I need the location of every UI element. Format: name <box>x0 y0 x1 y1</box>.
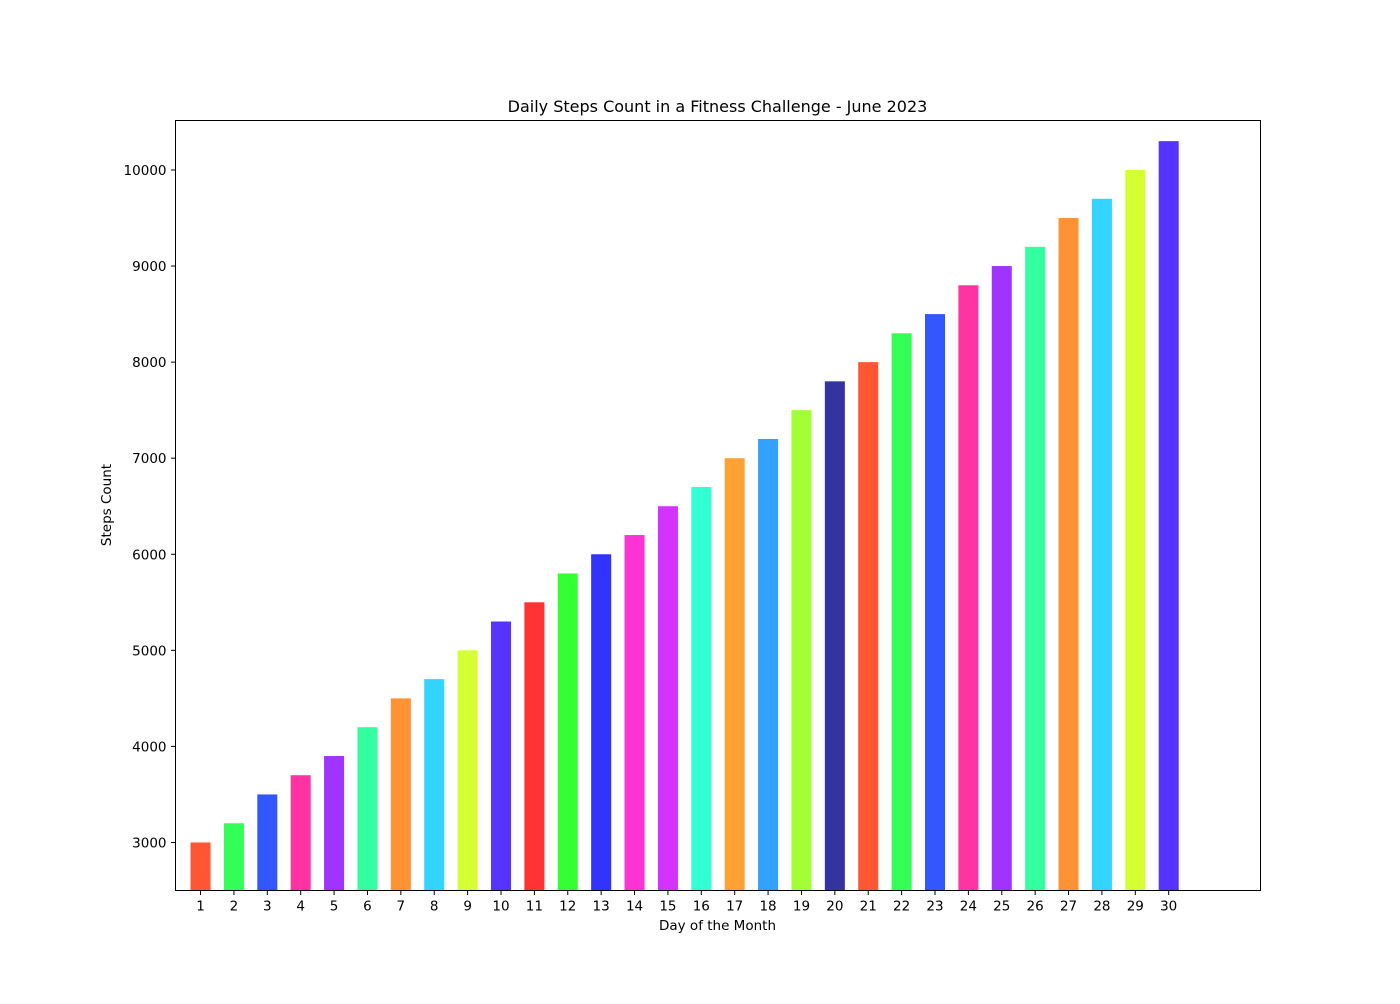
x-tick-label: 4 <box>296 899 305 915</box>
x-tick-label: 16 <box>693 899 710 915</box>
y-axis-label: Steps Count <box>99 464 115 546</box>
x-tick-label: 11 <box>526 899 543 915</box>
y-tick-label: 3000 <box>132 835 166 851</box>
bar-day-22 <box>891 333 912 891</box>
y-axis-ticks: 3000 4000 5000 6000 7000 8000 9000 10000 <box>124 163 176 851</box>
x-tick-label: 18 <box>759 899 776 915</box>
bar-day-20 <box>824 381 845 891</box>
plot-area-frame <box>175 120 1261 891</box>
bar-day-30 <box>1158 141 1179 891</box>
x-tick-label: 3 <box>263 899 272 915</box>
x-tick-label: 24 <box>960 899 977 915</box>
x-tick-label: 23 <box>926 899 943 915</box>
bar-day-13 <box>591 554 612 891</box>
x-tick-label: 15 <box>659 899 676 915</box>
x-tick-label: 22 <box>893 899 910 915</box>
bar-day-4 <box>290 775 311 891</box>
bar-day-2 <box>223 823 244 891</box>
y-tick-label: 8000 <box>132 355 166 371</box>
y-tick-label: 5000 <box>132 643 166 659</box>
x-tick-label: 7 <box>397 899 406 915</box>
x-tick-label: 25 <box>993 899 1010 915</box>
bar-day-17 <box>724 458 745 891</box>
bar-day-1 <box>190 842 211 891</box>
bar-day-28 <box>1091 198 1112 891</box>
x-axis-label: Day of the Month <box>659 918 776 934</box>
x-tick-label: 1 <box>196 899 205 915</box>
x-tick-label: 2 <box>230 899 239 915</box>
bar-day-12 <box>557 573 578 891</box>
x-tick-label: 21 <box>860 899 877 915</box>
bar-day-6 <box>357 727 378 891</box>
y-tick-label: 7000 <box>132 451 166 467</box>
bar-day-8 <box>424 679 445 891</box>
x-tick-label: 10 <box>492 899 509 915</box>
x-tick-label: 26 <box>1027 899 1044 915</box>
bar-day-16 <box>691 487 712 891</box>
bar-day-21 <box>858 362 879 891</box>
x-axis-ticks: 1 2 3 4 5 6 7 8 9 10 11 12 13 14 15 16 17 18 19 20 21 22 23 24 2… <box>196 890 1177 915</box>
bar-day-10 <box>490 621 512 891</box>
y-tick-label: 4000 <box>132 739 166 755</box>
x-tick-label: 13 <box>593 899 610 915</box>
y-tick-label: 10000 <box>124 163 167 179</box>
y-tick-label: 9000 <box>132 259 166 275</box>
x-tick-label: 6 <box>363 899 372 915</box>
y-tick-label: 6000 <box>132 547 166 563</box>
bar-day-27 <box>1058 218 1079 891</box>
chart-title: Daily Steps Count in a Fitness Challenge… <box>508 97 928 116</box>
bar-day-18 <box>758 438 779 891</box>
bar-day-3 <box>257 794 278 891</box>
x-tick-label: 14 <box>626 899 643 915</box>
x-tick-label: 17 <box>726 899 743 915</box>
bar-day-23 <box>924 314 946 891</box>
x-tick-label: 27 <box>1060 899 1077 915</box>
x-tick-label: 19 <box>793 899 810 915</box>
x-tick-label: 28 <box>1093 899 1110 915</box>
x-tick-label: 29 <box>1127 899 1144 915</box>
x-tick-label: 8 <box>430 899 439 915</box>
x-tick-label: 9 <box>463 899 472 915</box>
x-tick-label: 30 <box>1160 899 1177 915</box>
bar-day-9 <box>457 650 478 891</box>
bar-day-24 <box>958 285 979 891</box>
bar-day-25 <box>991 266 1012 891</box>
bar-day-29 <box>1125 169 1146 891</box>
bar-day-14 <box>624 535 645 891</box>
bar-day-5 <box>324 756 345 891</box>
bars-layer <box>190 141 1179 891</box>
bar-day-15 <box>657 506 678 891</box>
bar-day-26 <box>1025 246 1046 891</box>
bar-day-19 <box>791 410 812 891</box>
x-tick-label: 5 <box>330 899 339 915</box>
x-tick-label: 20 <box>826 899 843 915</box>
bar-day-11 <box>524 602 545 891</box>
bar-day-7 <box>390 698 411 891</box>
x-tick-label: 12 <box>559 899 576 915</box>
